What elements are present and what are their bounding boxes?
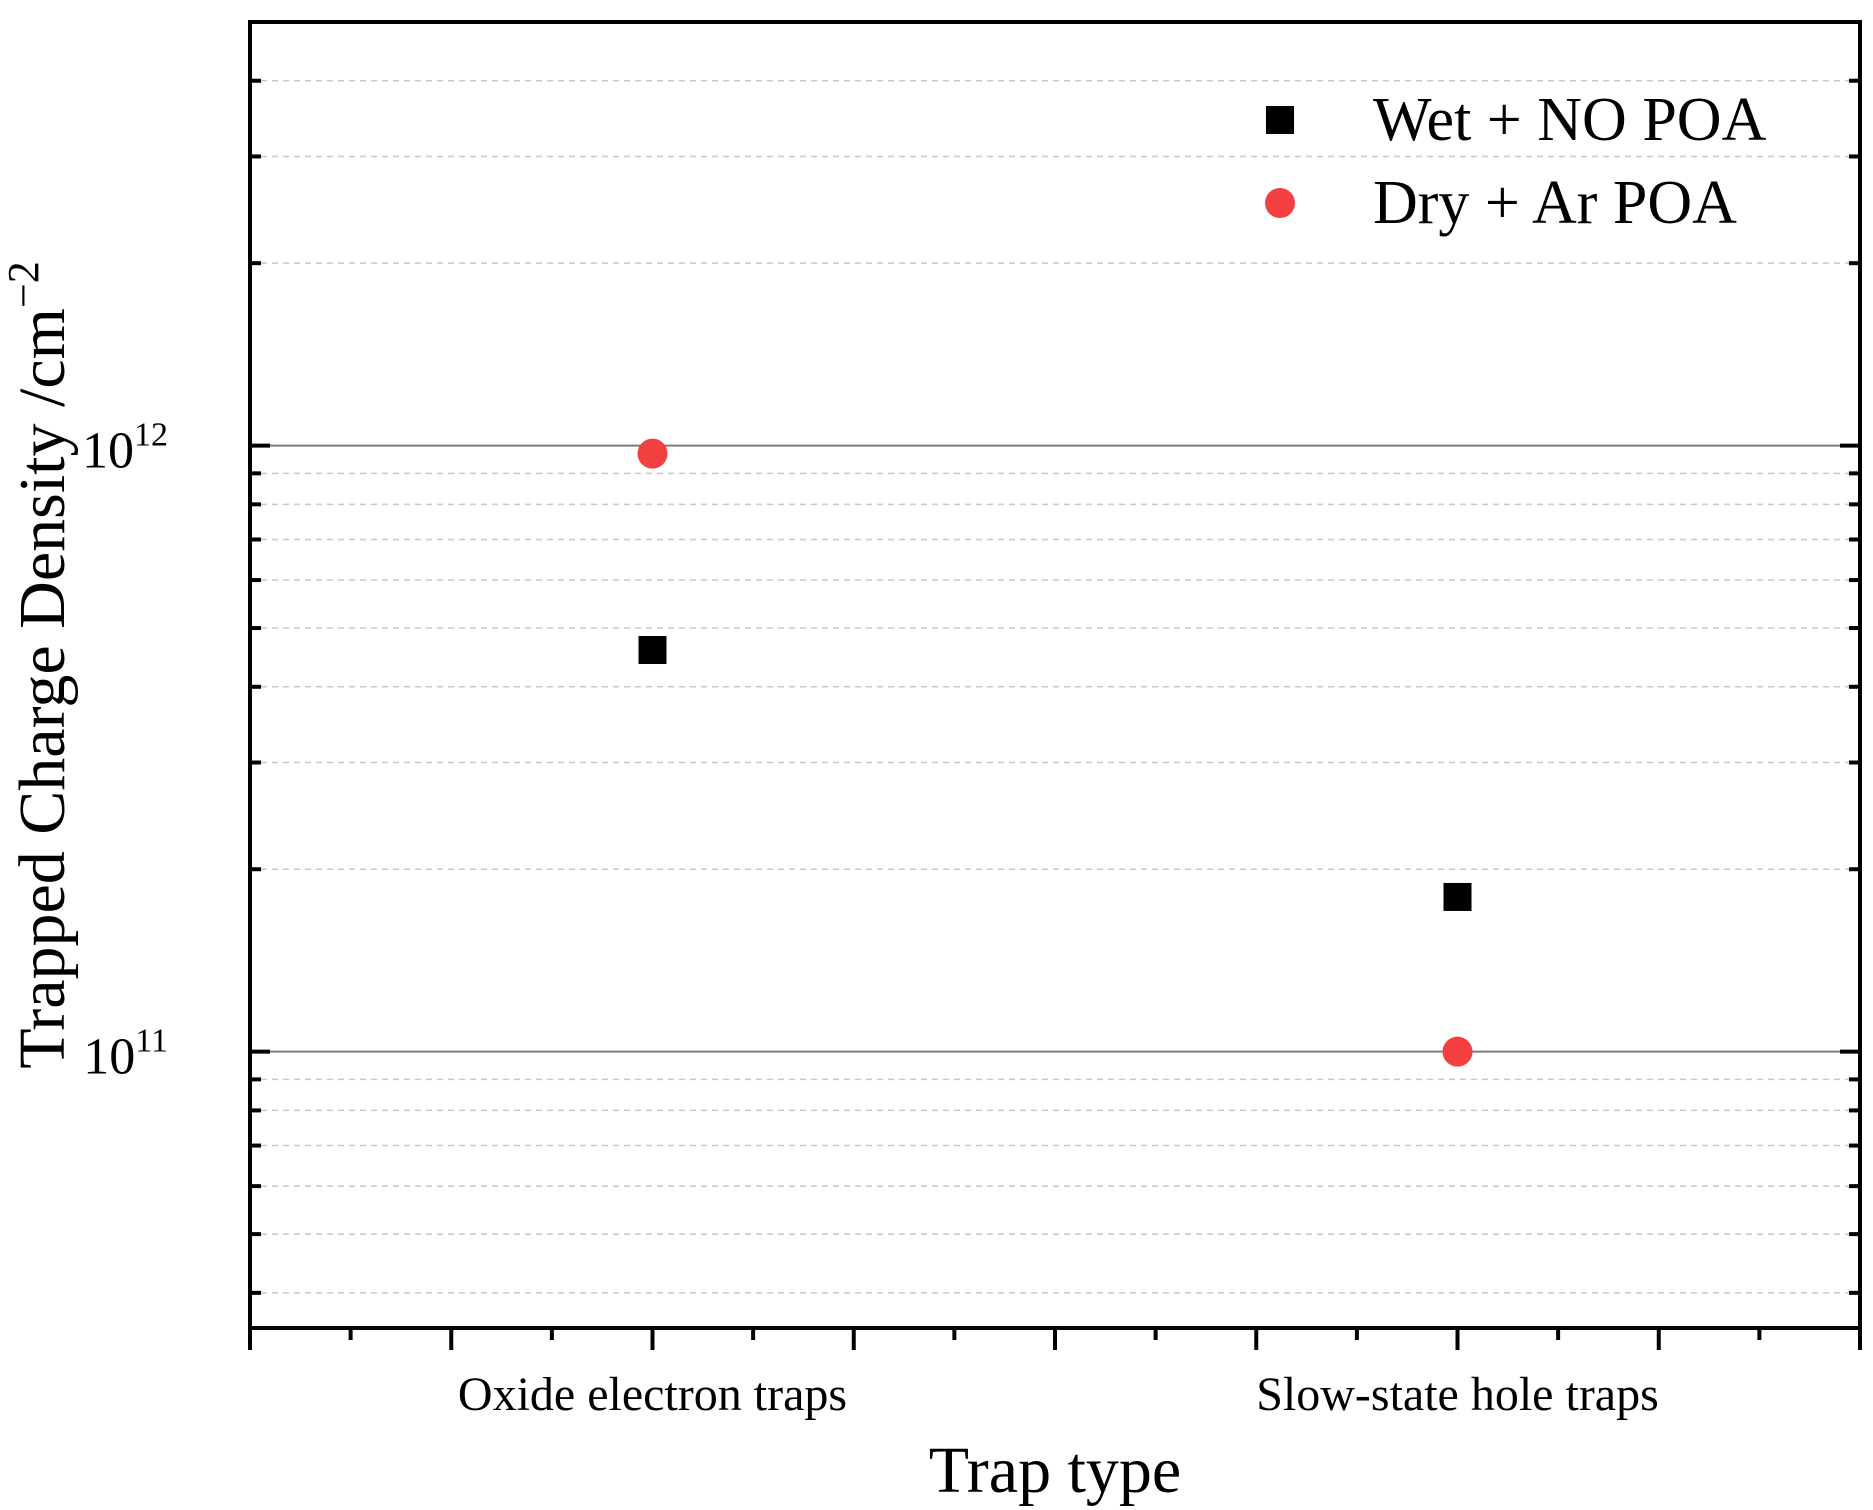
plot-frame (248, 20, 1862, 1330)
data-point-square (1443, 882, 1472, 911)
data-point-circle (637, 438, 668, 469)
y-axis-title-exponent: −2 (0, 261, 48, 308)
y-axis-title: Trapped Charge Density /cm (6, 308, 79, 1069)
x-category-label: Slow-state hole traps (1256, 1368, 1659, 1421)
legend-label: Wet + NO POA (1373, 86, 1767, 154)
y-tick-label: 1012 (82, 417, 168, 480)
legend-marker-square (1266, 106, 1294, 134)
y-axis-title-group: Trapped Charge Density /cm−2 (0, 261, 79, 1069)
legend-label: Dry + Ar POA (1373, 169, 1737, 237)
y-tick-label-base: 10 (82, 423, 134, 480)
y-tick-label: 1011 (83, 1023, 168, 1086)
legend: Wet + NO POA Dry + Ar POA (1265, 86, 1767, 237)
data-point-square (638, 636, 667, 665)
y-tick-label-base: 10 (83, 1029, 135, 1086)
x-category-labels: Oxide electron traps Slow-state hole trap… (458, 1368, 1659, 1421)
data-point-circle (1442, 1036, 1473, 1067)
y-axis-title-text: Trapped Charge Density /cm−2 (0, 261, 79, 1069)
y-tick-label-exponent: 12 (134, 417, 168, 454)
x-axis-title: Trap type (929, 1434, 1181, 1507)
x-category-label: Oxide electron traps (458, 1368, 847, 1421)
y-tick-label-exponent: 11 (135, 1023, 168, 1060)
data-markers (637, 438, 1473, 1067)
legend-marker-circle (1265, 188, 1295, 218)
